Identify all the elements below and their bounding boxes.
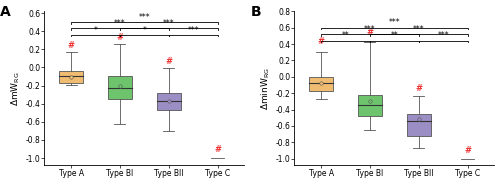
Text: ***: *** bbox=[413, 25, 424, 34]
Text: ***: *** bbox=[163, 19, 174, 28]
Bar bbox=[156, 93, 181, 110]
Text: #: # bbox=[416, 84, 422, 93]
Text: #: # bbox=[214, 145, 221, 154]
Text: #: # bbox=[116, 33, 123, 42]
Bar bbox=[309, 77, 334, 91]
Text: #: # bbox=[366, 29, 374, 38]
Text: #: # bbox=[464, 146, 471, 155]
Text: **: ** bbox=[342, 31, 349, 40]
Text: B: B bbox=[250, 5, 261, 19]
Text: ***: *** bbox=[138, 13, 150, 22]
Text: *: * bbox=[94, 26, 98, 35]
Y-axis label: $\Delta$minW$_{\rm RG}$: $\Delta$minW$_{\rm RG}$ bbox=[260, 67, 272, 110]
Text: ***: *** bbox=[188, 26, 199, 35]
Bar bbox=[406, 114, 431, 136]
Y-axis label: $\Delta$mW$_{\rm RG}$: $\Delta$mW$_{\rm RG}$ bbox=[10, 71, 22, 106]
Text: ***: *** bbox=[388, 18, 400, 27]
Text: A: A bbox=[0, 5, 11, 19]
Text: *: * bbox=[142, 26, 146, 35]
Text: ***: *** bbox=[114, 19, 126, 28]
Text: #: # bbox=[68, 41, 74, 50]
Text: ***: *** bbox=[438, 31, 449, 40]
Text: #: # bbox=[318, 37, 324, 46]
Bar bbox=[108, 77, 132, 99]
Text: #: # bbox=[166, 57, 172, 66]
Bar bbox=[59, 71, 84, 83]
Text: ***: *** bbox=[364, 25, 376, 34]
Bar bbox=[358, 95, 382, 116]
Text: **: ** bbox=[390, 31, 398, 40]
